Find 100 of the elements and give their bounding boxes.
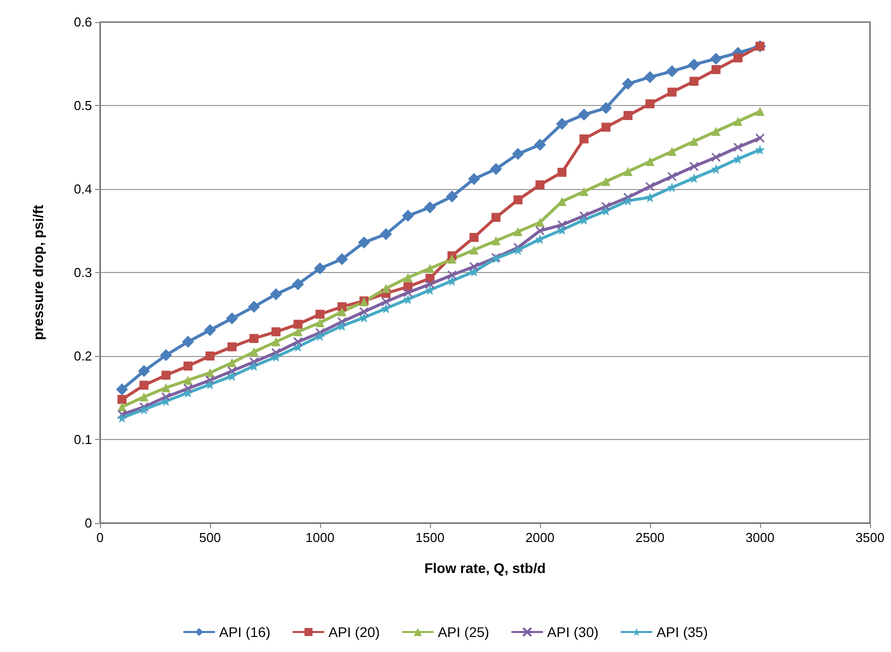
point	[380, 228, 392, 240]
x-tick-label: 2000	[526, 530, 554, 545]
point	[645, 182, 655, 192]
point	[602, 122, 610, 132]
point	[711, 152, 721, 162]
point	[315, 328, 325, 338]
point	[250, 347, 258, 356]
point	[314, 262, 326, 274]
point	[712, 65, 720, 74]
point	[733, 142, 743, 152]
y-tick-label: 0	[84, 516, 92, 530]
point	[140, 392, 148, 402]
point	[690, 136, 698, 146]
point	[469, 262, 479, 272]
point	[228, 342, 236, 352]
point	[734, 53, 742, 62]
point	[139, 404, 149, 414]
point	[228, 358, 236, 368]
point	[755, 144, 765, 155]
point	[711, 164, 721, 174]
point	[755, 133, 765, 143]
point	[116, 383, 128, 396]
point	[162, 383, 170, 392]
point	[227, 366, 237, 376]
point	[382, 284, 390, 293]
point	[690, 76, 698, 86]
point	[338, 302, 346, 312]
point	[447, 270, 457, 280]
point	[646, 156, 654, 166]
point	[249, 357, 259, 367]
point	[470, 232, 478, 242]
point	[535, 226, 545, 236]
point	[734, 116, 742, 126]
point	[469, 266, 479, 277]
point	[579, 210, 589, 220]
point	[623, 192, 633, 202]
y-tick-label: 0.3	[74, 265, 92, 280]
point	[536, 218, 544, 227]
point	[205, 379, 215, 390]
x-tick-label: 3500	[856, 530, 884, 545]
legend-label: API (35)	[656, 624, 708, 640]
point	[160, 349, 172, 362]
point	[558, 168, 566, 177]
point	[424, 201, 436, 214]
point	[513, 242, 523, 252]
point	[644, 71, 656, 84]
y-tick-label: 0.4	[74, 182, 92, 196]
point	[293, 342, 303, 352]
point	[336, 253, 348, 266]
y-tick-label: 0.6	[74, 14, 92, 30]
point	[557, 220, 567, 230]
point	[425, 279, 435, 289]
point	[535, 234, 545, 244]
point	[249, 361, 259, 372]
point	[601, 206, 611, 216]
point	[140, 380, 148, 390]
point	[710, 52, 722, 65]
point	[272, 337, 280, 346]
point	[534, 138, 546, 151]
point	[227, 371, 237, 382]
point	[338, 307, 346, 316]
point	[689, 173, 699, 184]
point	[337, 317, 347, 327]
point	[161, 392, 171, 402]
point	[426, 264, 434, 273]
point	[492, 236, 500, 246]
point	[556, 118, 568, 130]
point	[402, 210, 414, 222]
y-tick-label: 0.5	[74, 98, 92, 113]
point	[425, 285, 435, 296]
y-tick-label: 0.2	[74, 348, 92, 364]
point	[578, 108, 590, 121]
point	[448, 254, 456, 264]
y-tick-label: 0.1	[74, 432, 92, 447]
point	[404, 273, 412, 282]
point	[270, 288, 282, 300]
point	[184, 362, 192, 371]
point	[557, 224, 567, 235]
point	[204, 324, 216, 336]
point	[668, 146, 676, 156]
point	[316, 310, 324, 319]
point	[580, 134, 588, 144]
point	[688, 58, 700, 71]
point	[248, 300, 260, 313]
point	[514, 195, 522, 204]
point	[446, 190, 458, 203]
point	[470, 245, 478, 254]
point	[579, 214, 589, 225]
point	[667, 172, 677, 182]
x-tick-label: 3000	[746, 530, 774, 545]
point	[294, 327, 302, 336]
point	[733, 154, 743, 164]
x-tick-label: 1000	[306, 530, 334, 545]
point	[272, 327, 280, 336]
point	[668, 88, 676, 97]
point	[600, 102, 612, 114]
point	[447, 276, 457, 286]
point	[182, 336, 194, 348]
point	[381, 303, 391, 314]
point	[645, 192, 655, 202]
